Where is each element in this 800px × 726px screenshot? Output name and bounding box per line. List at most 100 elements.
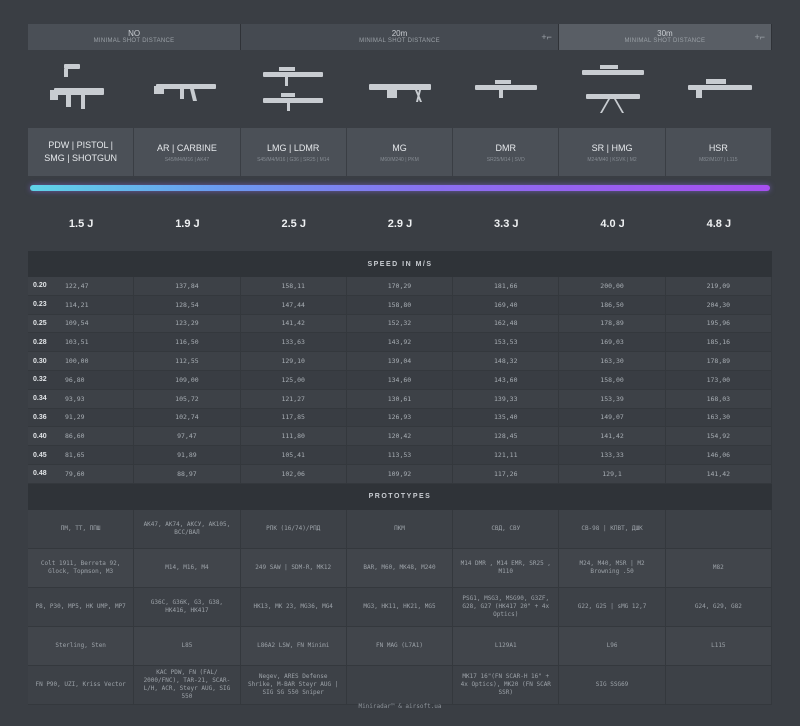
speed-value: 102,06 [281,469,305,478]
speed-cell: 105,72 [134,389,241,408]
chart-container: NO MINIMAL SHOT DISTANCE 20m MINIMAL SHO… [28,24,772,705]
category-name: HSR [708,142,728,153]
speed-value: 139,33 [494,394,518,403]
speed-cell: 0.25 109,54 [28,314,135,333]
speed-value: 137,84 [175,281,199,290]
speed-cell: 204,30 [666,295,772,314]
category-cell: HSR M82/M107 | L115 [665,128,772,176]
distance-title: 30m [657,29,673,38]
speed-cell: 134,60 [347,370,454,389]
speed-value: 111,80 [281,432,305,441]
category-sub: M24/M40 | KSVK | M2 [587,156,637,163]
speed-cell: 0.32 96,80 [28,370,135,389]
speed-value: 96,80 [65,375,85,384]
prototype-row: FN P90, UZI, Kriss Vector KAC PDW, FN (FA… [28,665,772,705]
speed-value: 109,54 [65,319,89,328]
speed-cell: 91,89 [134,446,241,464]
prototype-cell: ПМ, ТТ, ППШ [28,509,135,548]
speed-value: 149,07 [600,413,624,422]
speed-cell: 139,33 [453,389,560,408]
speed-value: 128,45 [494,432,518,441]
speed-cell: 102,06 [241,464,347,483]
speed-value: 146,06 [706,451,731,460]
speed-cell: 102,74 [134,408,241,427]
speed-value: 141,42 [600,432,624,441]
speed-value: 143,92 [387,338,412,347]
category-cell: SR | HMG M24/M40 | KSVK | M2 [559,128,666,176]
speed-cell: 121,27 [241,389,347,408]
prototype-cell: BAR, M60, MK48, M240 [346,548,454,587]
speed-value: 170,29 [387,281,412,290]
category-cell: MG M60/M240 | PKM [346,128,454,176]
speed-cell: 163,30 [666,408,772,427]
prototype-row: P8, P30, MP5, HK UMP, MP7 G36C, G36K, G3,… [28,587,772,627]
prototype-cell: Negev, ARES Defense Shrike, M-BAR Steyr … [240,665,347,704]
speed-value: 158,80 [387,300,412,309]
speed-value: 153,39 [600,394,624,403]
machine-gun-icon [347,50,453,126]
speed-section-title: SPEED IN M/S [28,251,772,277]
speed-value: 117,85 [281,413,305,422]
speed-value: 100,00 [65,357,89,366]
speed-cell: 129,10 [241,352,347,370]
speed-cell: 158,80 [347,295,454,314]
speed-cell: 0.40 86,60 [28,427,135,446]
prototype-cell: РПК (16/74)/РПД [240,509,347,548]
joule-row: 1.5 J 1.9 J 2.5 J 2.9 J 3.3 J 4.0 J 4.8 … [28,197,772,251]
speed-cell: 0.36 91,29 [28,408,135,427]
energy-gradient-bar [30,185,770,191]
speed-value: 158,11 [281,281,305,290]
prototype-cell: M24, M40, MSR | M2 Browning .50 [559,548,666,587]
speed-value: 147,44 [281,300,305,309]
category-sub: M60/M240 | PKM [380,156,419,163]
speed-cell: 158,00 [559,370,666,389]
speed-value: 121,27 [281,394,305,403]
speed-cell: 120,42 [347,427,454,446]
speed-cell: 88,97 [134,464,241,483]
prototype-cell [346,665,454,704]
speed-row: 0.32 96,80 109,00 125,00 134,60 143,60 158,00 1… [28,370,772,390]
prototype-cell: KAC PDW, FN (FAL/ 2000/FNC), TAR-21, SCA… [134,665,241,704]
joule-value: 1.5 J [68,218,94,230]
prototype-cell: G22, G25 | sMG 12,7 [559,587,666,626]
footer-credit: Miniradar™ & airsoft.ua [358,703,442,710]
speed-cell: 111,80 [241,427,347,446]
speed-row: 0.28 103,51 116,50 133,63 143,92 153,53 169,03… [28,333,772,353]
speed-cell: 0.34 93,93 [28,389,135,408]
plus-gun-icon: +⌐ [541,32,552,42]
weapon-images [28,50,772,126]
speed-value: 186,50 [600,300,624,309]
speed-cell: 154,92 [666,427,772,446]
speed-cell: 0.20 122,47 [28,277,135,295]
speed-value: 79,60 [65,469,85,478]
prototype-row: Sterling, Sten L85 L86A2 LSW, FN Minimi FN … [28,626,772,666]
pistol-smg-icon [28,50,134,126]
speed-value: 120,42 [387,432,412,441]
speed-value: 88,97 [177,469,197,478]
speed-value: 121,11 [494,451,518,460]
speed-cell: 112,55 [134,352,241,370]
speed-value: 105,41 [281,451,305,460]
speed-cell: 0.45 81,65 [28,446,135,464]
prototype-cell [665,509,772,548]
bb-weight: 0.20 [33,282,47,290]
speed-value: 152,32 [387,319,412,328]
prototype-cell: L86A2 LSW, FN Minimi [240,626,347,665]
distance-subtitle: MINIMAL SHOT DISTANCE [359,38,440,44]
speed-cell: 162,48 [453,314,560,333]
category-name: SR | HMG [591,142,633,153]
speed-value: 195,96 [706,319,731,328]
speed-cell: 97,47 [134,427,241,446]
category-name: MG [392,142,407,153]
speed-cell: 128,54 [134,295,241,314]
speed-value: 81,65 [65,451,85,460]
speed-cell: 152,32 [347,314,454,333]
speed-cell: 169,03 [559,333,666,352]
speed-value: 141,42 [706,469,731,478]
bb-weight: 0.32 [33,376,47,384]
speed-cell: 219,09 [666,277,772,295]
prototype-cell: СВД, СВУ [453,509,560,548]
speed-row: 0.36 91,29 102,74 117,85 126,93 135,40 149,07 1… [28,408,772,428]
speed-cell: 113,53 [347,446,454,464]
speed-value: 139,04 [387,357,412,366]
